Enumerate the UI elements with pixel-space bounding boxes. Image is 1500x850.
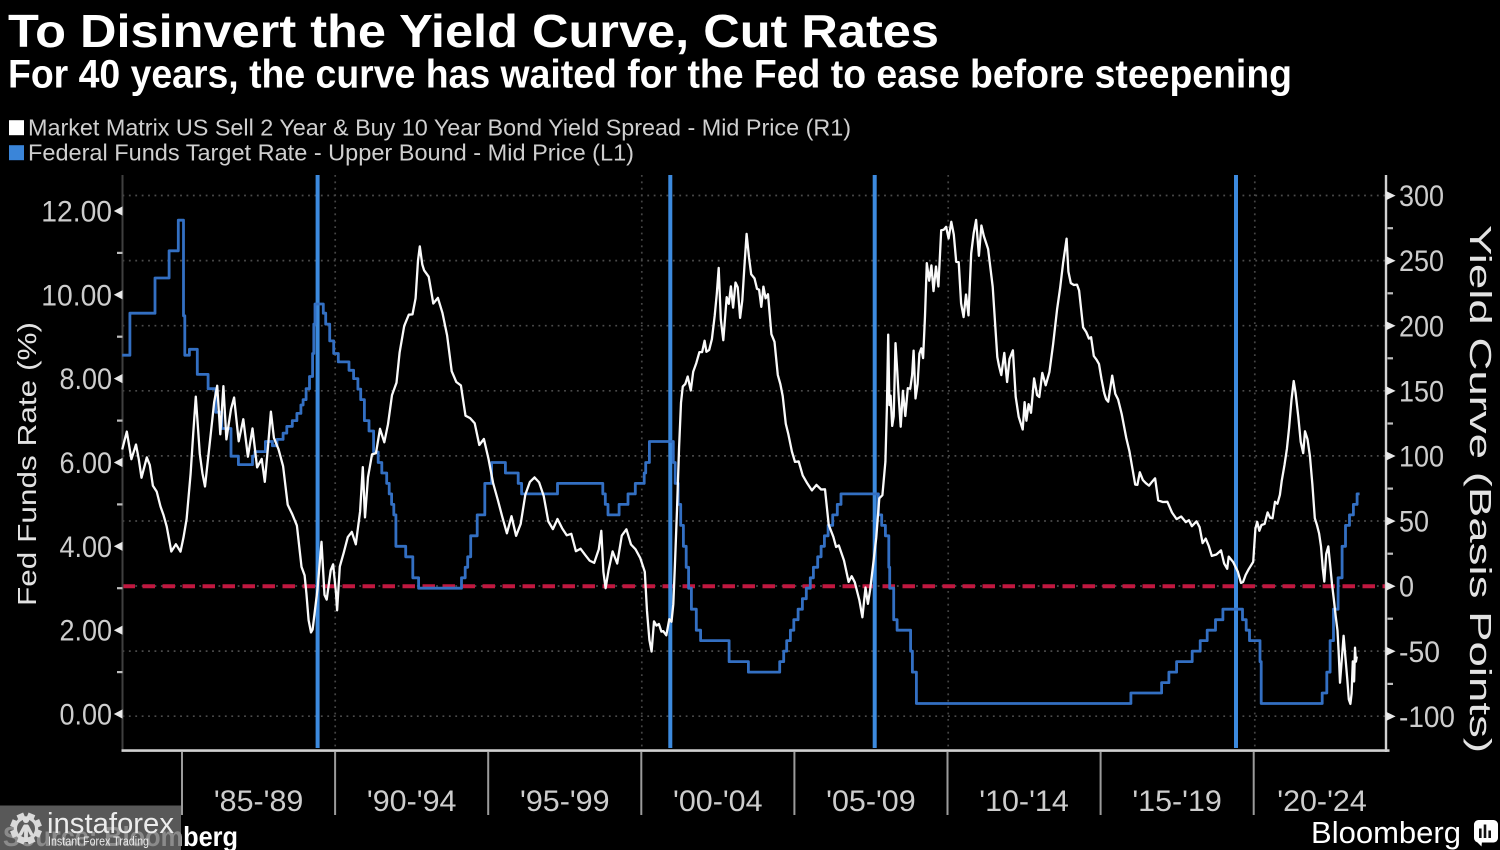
svg-text:Market Matrix US Sell 2 Year &: Market Matrix US Sell 2 Year & Buy 10 Ye… [28, 115, 851, 141]
svg-text:12.00: 12.00 [41, 196, 112, 229]
svg-text:-100: -100 [1399, 701, 1455, 734]
svg-text:100: 100 [1399, 441, 1444, 474]
svg-text:'90-'94: '90-'94 [367, 785, 457, 818]
svg-text:300: 300 [1399, 180, 1444, 213]
svg-text:'20-'24: '20-'24 [1277, 785, 1367, 818]
svg-text:4.00: 4.00 [60, 531, 113, 564]
svg-text:10.00: 10.00 [41, 279, 112, 312]
svg-text:6.00: 6.00 [60, 447, 113, 480]
svg-text:Instant Forex Trading: Instant Forex Trading [48, 835, 149, 849]
svg-text:8.00: 8.00 [60, 363, 113, 396]
svg-text:2.00: 2.00 [60, 615, 113, 648]
svg-text:'95-'99: '95-'99 [520, 785, 610, 818]
svg-text:'15-'19: '15-'19 [1132, 785, 1222, 818]
svg-text:Federal Funds Target Rate - Up: Federal Funds Target Rate - Upper Bound … [28, 140, 634, 166]
svg-text:'10-'14: '10-'14 [979, 785, 1069, 818]
svg-text:Bloomberg: Bloomberg [1311, 815, 1461, 850]
svg-text:Fed Funds Rate (%): Fed Funds Rate (%) [12, 322, 42, 606]
svg-text:0.00: 0.00 [60, 699, 113, 732]
svg-text:instaforex: instaforex [47, 808, 174, 840]
svg-text:200: 200 [1399, 310, 1444, 343]
svg-text:'85-'89: '85-'89 [214, 785, 304, 818]
svg-text:'00-'04: '00-'04 [673, 785, 763, 818]
svg-text:150: 150 [1399, 375, 1444, 408]
svg-text:-50: -50 [1399, 636, 1440, 669]
svg-text:0: 0 [1399, 571, 1414, 604]
svg-text:For 40 years, the curve has wa: For 40 years, the curve has waited for t… [8, 53, 1292, 97]
svg-text:Yield Curve (Basis Points): Yield Curve (Basis Points) [1463, 225, 1498, 753]
svg-text:50: 50 [1399, 506, 1429, 539]
svg-text:250: 250 [1399, 245, 1444, 278]
svg-text:'05-'09: '05-'09 [826, 785, 916, 818]
svg-text:To Disinvert the Yield Curve,: To Disinvert the Yield Curve, Cut Rates [8, 5, 939, 57]
